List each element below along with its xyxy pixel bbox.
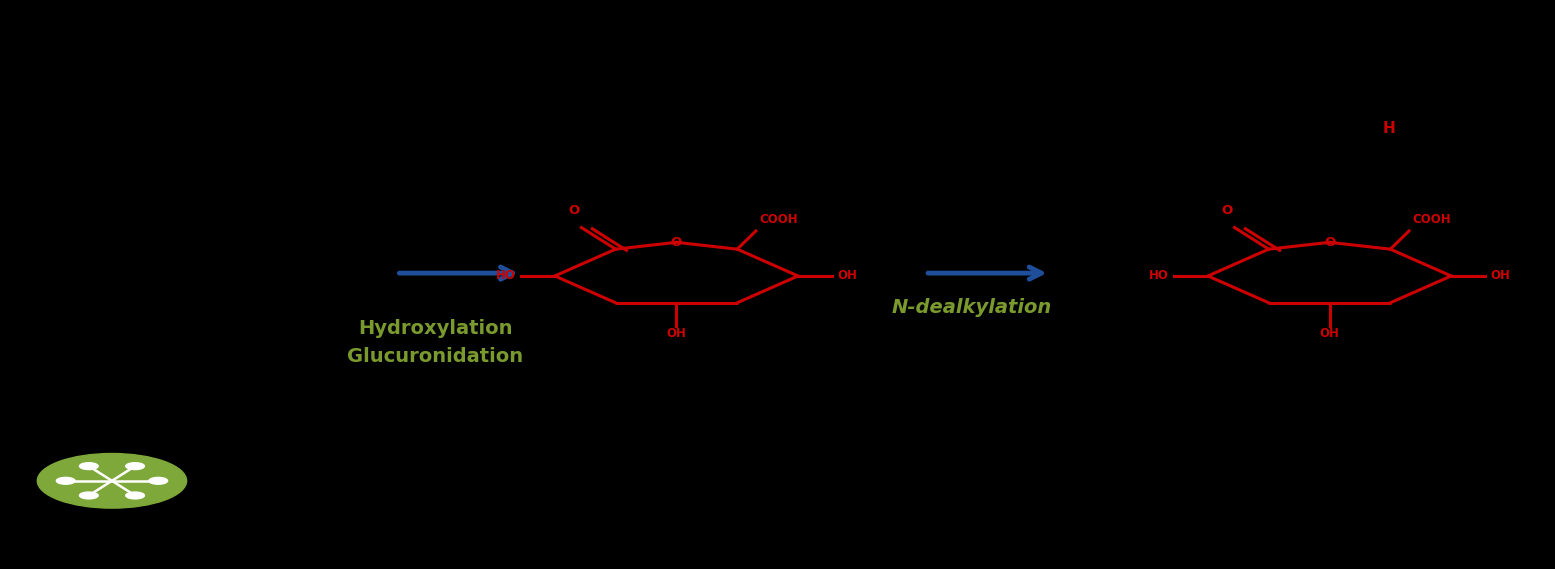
Circle shape (126, 492, 145, 499)
Text: O: O (1323, 236, 1336, 249)
Text: COOH: COOH (1412, 213, 1451, 226)
Circle shape (79, 492, 98, 499)
Text: OH: OH (1490, 270, 1510, 282)
Text: OH: OH (837, 270, 857, 282)
Text: O: O (568, 204, 580, 217)
Text: Hydroxylation: Hydroxylation (358, 319, 513, 337)
Text: N-dealkylation: N-dealkylation (891, 298, 1053, 317)
Text: HO: HO (496, 270, 516, 282)
Text: COOH: COOH (759, 213, 798, 226)
Text: O: O (1221, 204, 1233, 217)
Circle shape (126, 463, 145, 469)
Circle shape (56, 477, 75, 484)
Circle shape (79, 463, 98, 469)
Circle shape (37, 453, 187, 508)
Text: O: O (670, 236, 683, 249)
Text: H: H (1382, 121, 1395, 135)
Text: OH: OH (1320, 327, 1339, 340)
Text: Glucuronidation: Glucuronidation (347, 347, 524, 366)
Text: OH: OH (667, 327, 686, 340)
Text: HO: HO (1149, 270, 1169, 282)
Circle shape (149, 477, 168, 484)
